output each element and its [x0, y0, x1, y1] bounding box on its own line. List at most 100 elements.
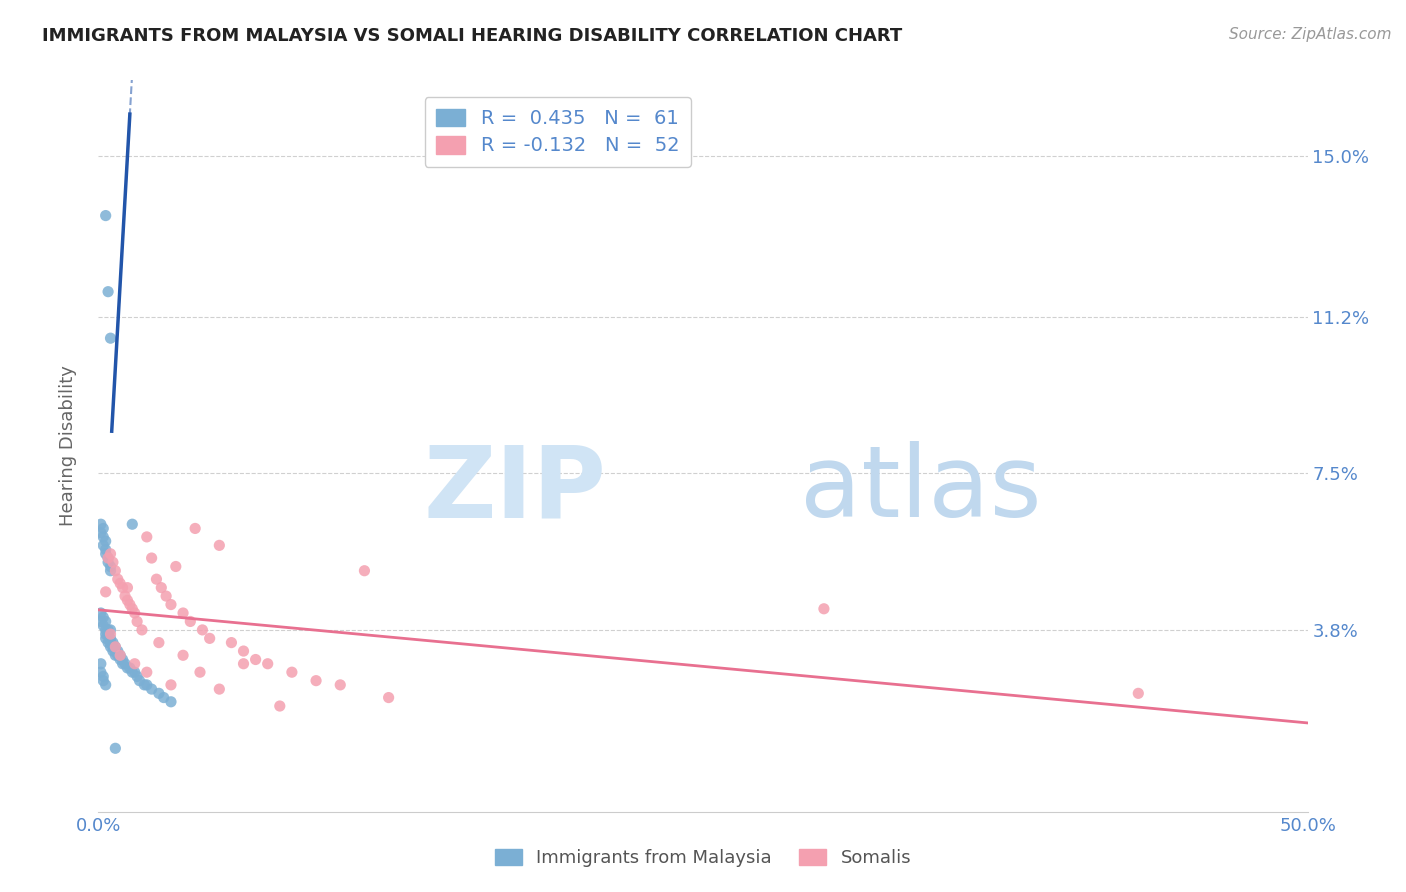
Text: Source: ZipAtlas.com: Source: ZipAtlas.com — [1229, 27, 1392, 42]
Point — [117, 661, 139, 675]
Point — [107, 572, 129, 586]
Point — [108, 652, 131, 666]
Point — [94, 209, 117, 223]
Point — [107, 644, 129, 658]
Point — [191, 623, 214, 637]
Point — [104, 640, 127, 654]
Point — [305, 673, 328, 688]
Point — [100, 632, 122, 646]
Point — [100, 331, 122, 345]
Point — [94, 585, 117, 599]
Text: atlas: atlas — [800, 442, 1042, 539]
Point — [108, 576, 131, 591]
Point — [179, 615, 201, 629]
Point — [108, 648, 131, 663]
Point — [160, 695, 183, 709]
Point — [124, 606, 146, 620]
Point — [172, 606, 194, 620]
Point — [127, 669, 149, 683]
Point — [90, 525, 112, 540]
Point — [117, 581, 139, 595]
Point — [221, 635, 243, 649]
Point — [91, 669, 114, 683]
Point — [91, 538, 114, 552]
Point — [127, 615, 149, 629]
Point — [165, 559, 187, 574]
Point — [91, 521, 114, 535]
Point — [377, 690, 399, 705]
Point — [160, 598, 183, 612]
Point — [353, 564, 375, 578]
Point — [141, 551, 163, 566]
Point — [121, 665, 143, 680]
Point — [94, 534, 117, 549]
Point — [1128, 686, 1150, 700]
Point — [97, 627, 120, 641]
Point — [108, 648, 131, 663]
Point — [100, 559, 122, 574]
Legend: R =  0.435   N =  61, R = -0.132   N =  52: R = 0.435 N = 61, R = -0.132 N = 52 — [425, 97, 692, 167]
Point — [148, 686, 170, 700]
Point — [91, 673, 114, 688]
Point — [111, 657, 134, 671]
Point — [100, 635, 122, 649]
Point — [813, 601, 835, 615]
Point — [91, 610, 114, 624]
Point — [329, 678, 352, 692]
Point — [111, 652, 134, 666]
Point — [148, 635, 170, 649]
Point — [107, 648, 129, 663]
Point — [114, 657, 136, 671]
Point — [134, 678, 156, 692]
Point — [94, 615, 117, 629]
Point — [172, 648, 194, 663]
Point — [118, 598, 141, 612]
Point — [124, 657, 146, 671]
Point — [91, 530, 114, 544]
Point — [160, 678, 183, 692]
Point — [114, 589, 136, 603]
Point — [121, 517, 143, 532]
Point — [94, 627, 117, 641]
Point — [101, 555, 124, 569]
Point — [281, 665, 304, 680]
Point — [90, 606, 112, 620]
Point — [100, 547, 122, 561]
Point — [152, 690, 174, 705]
Point — [97, 555, 120, 569]
Point — [245, 652, 267, 666]
Point — [208, 538, 231, 552]
Point — [94, 623, 117, 637]
Text: IMMIGRANTS FROM MALAYSIA VS SOMALI HEARING DISABILITY CORRELATION CHART: IMMIGRANTS FROM MALAYSIA VS SOMALI HEARI… — [42, 27, 903, 45]
Point — [97, 551, 120, 566]
Point — [97, 551, 120, 566]
Point — [121, 601, 143, 615]
Point — [100, 627, 122, 641]
Point — [97, 635, 120, 649]
Point — [135, 665, 157, 680]
Point — [135, 530, 157, 544]
Point — [208, 682, 231, 697]
Point — [90, 615, 112, 629]
Point — [104, 564, 127, 578]
Point — [97, 285, 120, 299]
Point — [232, 657, 254, 671]
Point — [101, 644, 124, 658]
Point — [90, 665, 112, 680]
Point — [256, 657, 278, 671]
Point — [111, 581, 134, 595]
Point — [145, 572, 167, 586]
Point — [100, 623, 122, 637]
Point — [131, 623, 153, 637]
Point — [188, 665, 211, 680]
Point — [101, 635, 124, 649]
Point — [104, 648, 127, 663]
Point — [90, 517, 112, 532]
Point — [198, 632, 221, 646]
Point — [94, 632, 117, 646]
Point — [128, 673, 150, 688]
Point — [100, 640, 122, 654]
Point — [90, 657, 112, 671]
Point — [124, 665, 146, 680]
Y-axis label: Hearing Disability: Hearing Disability — [59, 366, 77, 526]
